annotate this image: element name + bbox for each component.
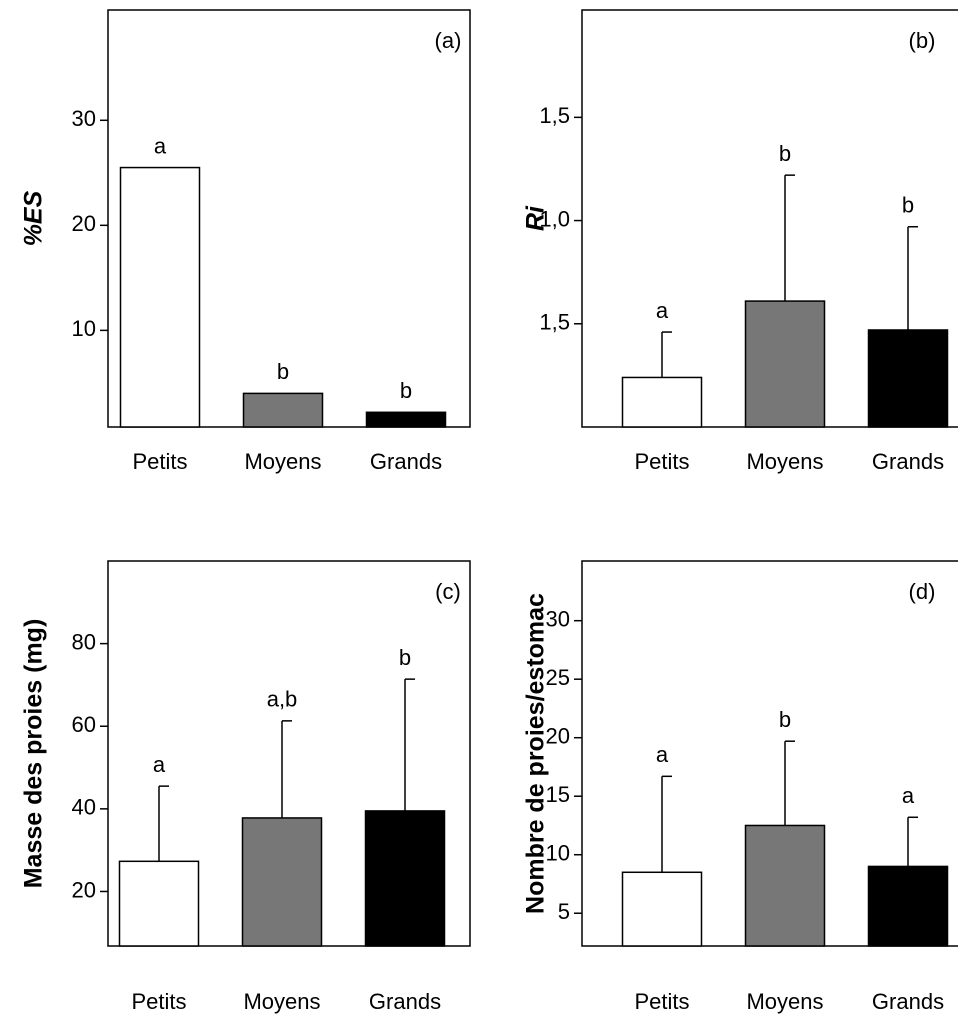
significance-label: b [400,378,412,403]
bar [867,865,949,947]
x-tick-label: Petits [132,449,187,474]
y-tick-label: 80 [72,629,96,654]
significance-label: b [902,193,914,218]
y-tick-label: 15 [546,782,570,807]
bar [241,817,323,947]
bar [119,166,201,428]
bar [118,860,200,947]
y-axis-label: Ri [522,205,550,231]
panel-label: (a) [435,28,462,53]
y-tick-label: 60 [72,712,96,737]
significance-label: b [277,359,289,384]
significance-label: b [399,645,411,670]
panel-label: (c) [435,579,461,604]
x-tick-label: Petits [131,989,186,1014]
y-tick-label: 1,5 [539,310,570,335]
bar [621,871,703,947]
y-axis-label: %ES [20,190,48,246]
significance-label: a [656,298,669,323]
y-axis-label: Nombre de proies/estomac [522,593,550,914]
significance-label: b [779,141,791,166]
x-tick-label: Grands [872,449,944,474]
y-axis-label: Masse des proies (mg) [20,619,48,889]
y-tick-label: 40 [72,795,96,820]
y-tick-label: 5 [558,899,570,924]
x-tick-label: Grands [369,989,441,1014]
x-tick-label: Moyens [244,449,321,474]
significance-label: a [902,783,915,808]
y-tick-label: 20 [546,724,570,749]
y-tick-label: 20 [72,877,96,902]
significance-label: a [656,742,669,767]
x-tick-label: Petits [634,989,689,1014]
bar [364,810,446,947]
significance-label: a,b [267,687,298,712]
bar [365,411,447,428]
bar [621,376,703,428]
y-tick-label: 30 [546,606,570,631]
x-tick-label: Moyens [243,989,320,1014]
panel-label: (d) [909,579,936,604]
y-tick-label: 25 [546,665,570,690]
x-tick-label: Grands [872,989,944,1014]
bar [242,392,324,428]
significance-label: a [154,133,167,158]
significance-label: a [153,752,166,777]
y-tick-label: 10 [72,316,96,341]
bar [867,329,949,428]
bar [744,824,826,947]
y-tick-label: 30 [72,106,96,131]
y-tick-label: 10 [546,841,570,866]
bar [744,300,826,428]
significance-label: b [779,707,791,732]
x-tick-label: Petits [634,449,689,474]
x-tick-label: Grands [370,449,442,474]
x-tick-label: Moyens [746,449,823,474]
y-tick-label: 20 [72,211,96,236]
y-tick-label: 1,0 [539,206,570,231]
x-tick-label: Moyens [746,989,823,1014]
panel-label: (b) [909,28,936,53]
y-tick-label: 1,5 [539,103,570,128]
